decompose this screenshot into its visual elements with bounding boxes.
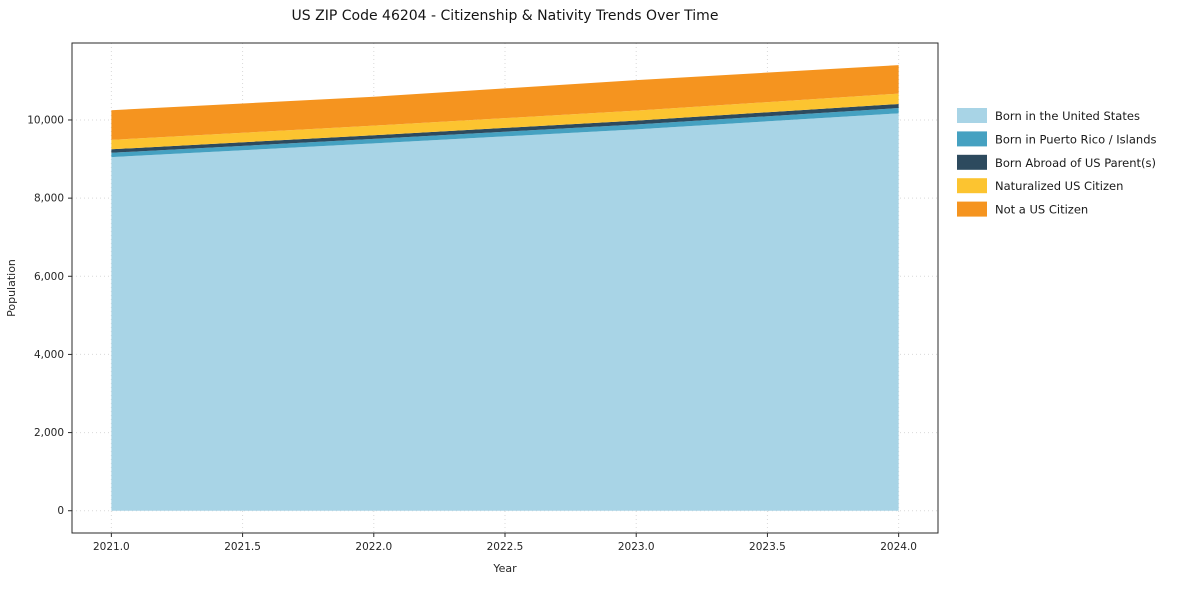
area-naturalized-us-citizen	[111, 93, 899, 150]
legend-label: Born in Puerto Rico / Islands	[995, 132, 1157, 146]
legend-label: Born in the United States	[995, 109, 1140, 123]
chart-title: US ZIP Code 46204 - Citizenship & Nativi…	[291, 8, 719, 24]
x-tick-label: 2021.0	[93, 541, 130, 553]
legend-swatch-not-a-us-citizen	[957, 201, 987, 217]
x-tick-label: 2021.5	[224, 541, 261, 553]
y-tick-label: 6,000	[34, 271, 64, 283]
area-born-abroad-of-us-parent-s-	[111, 103, 899, 153]
x-tick-label: 2023.5	[749, 541, 786, 553]
area-born-in-puerto-rico-islands	[111, 108, 899, 158]
legend-label: Not a US Citizen	[995, 203, 1088, 217]
legend-label: Naturalized US Citizen	[995, 179, 1123, 193]
legend-swatch-born-abroad-of-us-parent-s-	[957, 154, 987, 170]
x-tick-label: 2024.0	[880, 541, 917, 553]
y-tick-label: 0	[57, 505, 64, 517]
x-tick-label: 2023.0	[618, 541, 655, 553]
y-tick-label: 8,000	[34, 193, 64, 205]
x-tick-label: 2022.0	[355, 541, 392, 553]
legend-swatch-born-in-the-united-states	[957, 108, 987, 123]
legend-swatch-born-in-puerto-rico-islands	[957, 131, 987, 147]
x-tick-label: 2022.5	[487, 541, 524, 553]
y-tick-label: 10,000	[27, 114, 64, 126]
y-tick-label: 4,000	[34, 349, 64, 361]
area-not-a-us-citizen	[111, 65, 899, 140]
x-axis-label: Year	[492, 562, 517, 575]
y-tick-label: 2,000	[34, 427, 64, 439]
legend-label: Born Abroad of US Parent(s)	[995, 156, 1156, 170]
area-born-in-the-united-states	[111, 113, 899, 511]
legend-swatch-naturalized-us-citizen	[957, 178, 987, 194]
y-axis-label: Population	[5, 259, 18, 317]
